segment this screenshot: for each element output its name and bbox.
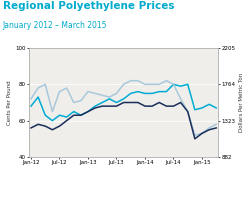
Text: Regional Polyethylene Prices: Regional Polyethylene Prices: [2, 1, 173, 11]
Text: January 2012 – March 2015: January 2012 – March 2015: [2, 21, 106, 30]
Y-axis label: Cents Per Pound: Cents Per Pound: [7, 80, 12, 125]
Y-axis label: Dollars Per Metric Ton: Dollars Per Metric Ton: [238, 73, 243, 132]
Text: IHS Chemicals Net Transaction  Index  -  LLDPE Butene Prices: IHS Chemicals Net Transaction Index - LL…: [2, 36, 205, 43]
